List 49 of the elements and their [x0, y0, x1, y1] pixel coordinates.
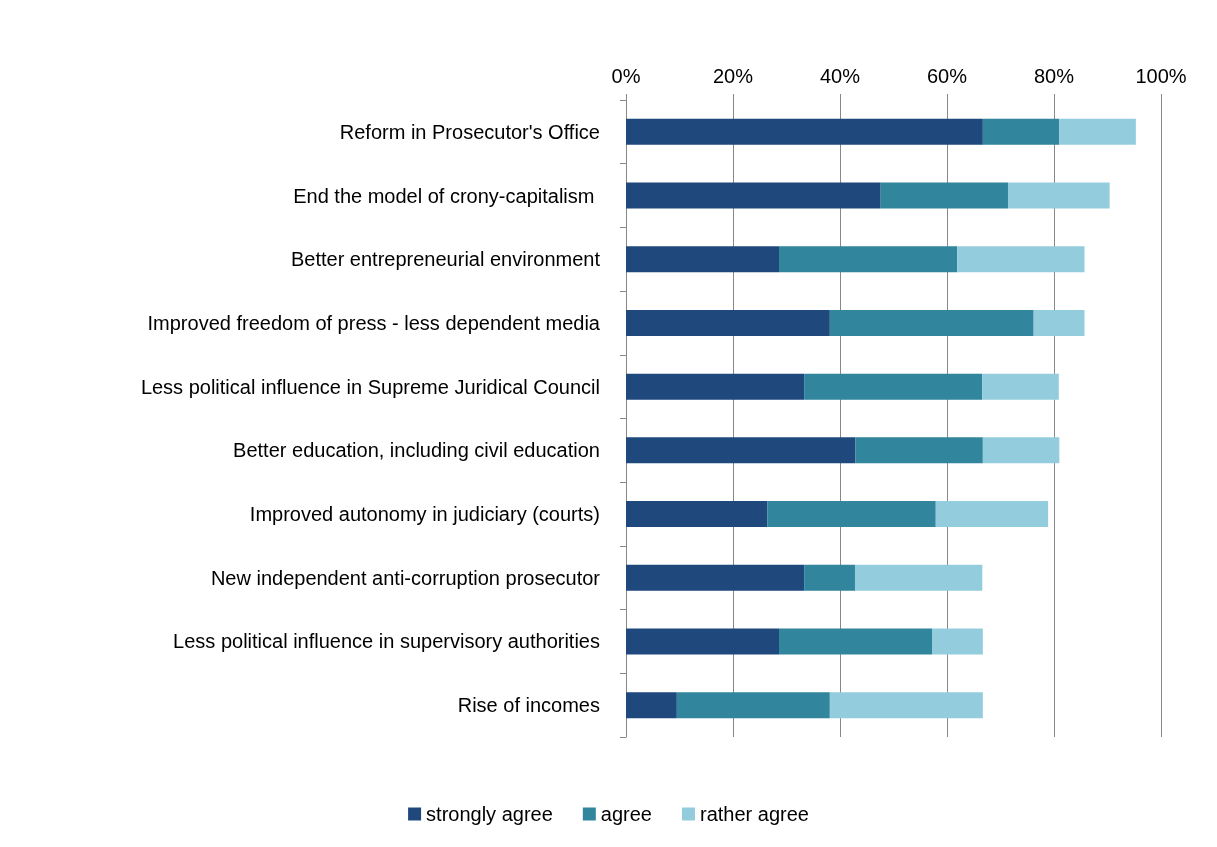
bar: [626, 564, 805, 591]
bar: [935, 501, 1049, 528]
bar: [626, 309, 830, 336]
bar: [767, 501, 936, 528]
x-tick-label: 100%: [1135, 65, 1187, 87]
x-tick-label: 80%: [1033, 65, 1075, 87]
bar: [855, 437, 983, 464]
bar: [932, 628, 983, 655]
legend-label: agree: [600, 803, 652, 825]
y-tick-label: New independent anti-corruption prosecutor: [210, 566, 601, 589]
bar: [1033, 309, 1085, 336]
bar: [626, 246, 780, 273]
y-tick-label: Less political influence in supervisory authorities: [173, 630, 600, 653]
bar: [779, 246, 958, 273]
bar: [880, 182, 1008, 209]
bar: [829, 692, 983, 719]
bar: [626, 373, 805, 400]
y-tick-label: Improved freedom of press - less dependent media: [147, 311, 601, 334]
y-tick-label: Rise of incomes: [457, 694, 600, 717]
bar: [779, 628, 933, 655]
bar: [626, 501, 768, 528]
x-tick-label: 0%: [611, 65, 641, 87]
bar: [957, 246, 1085, 273]
y-tick-label: Less political influence in Supreme Juridical Council: [140, 375, 600, 398]
bar: [829, 309, 1034, 336]
bar: [626, 692, 677, 719]
bar: [626, 118, 983, 145]
y-tick-label: Reform in Prosecutor's Office: [339, 120, 600, 143]
y-tick-label: Improved autonomy in judiciary (courts): [249, 503, 600, 526]
y-tick-label: Better entrepreneurial environment: [290, 248, 601, 271]
bar: [1007, 182, 1110, 209]
bar: [626, 437, 856, 464]
x-tick-label: 40%: [819, 65, 861, 87]
bar: [804, 373, 983, 400]
legend-label: rather agree: [699, 803, 809, 825]
y-tick-label: Better education, including civil education: [233, 439, 600, 462]
bar: [854, 564, 983, 591]
bar: [804, 564, 855, 591]
bar: [982, 437, 1060, 464]
y-tick-label: End the model of crony-capitalism: [293, 184, 600, 207]
legend-label: strongly agree: [426, 803, 553, 825]
bar: [982, 373, 1059, 400]
bar: [626, 182, 881, 209]
bar: [1059, 118, 1136, 145]
bar: [982, 118, 1060, 145]
bar: [626, 628, 780, 655]
x-tick-label: 20%: [712, 65, 754, 87]
bar: [676, 692, 830, 719]
x-tick-label: 60%: [926, 65, 968, 87]
